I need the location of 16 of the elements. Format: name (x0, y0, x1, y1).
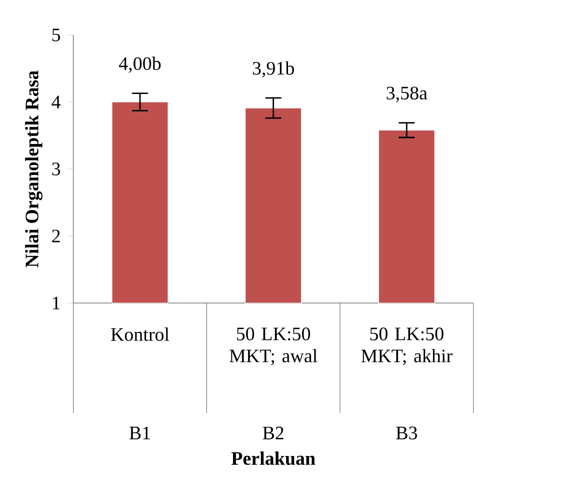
x-tick-label: 50 LK:50 MKT; akhir (361, 328, 452, 366)
x-axis-title: Perlakuan (231, 452, 316, 465)
text: B2 (262, 426, 284, 440)
y-tick-label: 3 (52, 162, 60, 176)
data-label: 3,58a (386, 86, 428, 102)
x-tick-label: Kontrol (111, 328, 170, 341)
data-label: 4,00b (119, 56, 161, 73)
y-tick-label: 4 (52, 96, 61, 108)
y-tick-label: 5 (52, 28, 60, 42)
x-tick-label: 50 LK:50 MKT; awal (230, 328, 318, 366)
text: B3 (396, 426, 418, 440)
y-axis-title: Nilai Organoleptik Rasa (25, 70, 42, 268)
y-tick-label: 1 (52, 296, 60, 310)
y-tick-label: 2 (52, 230, 60, 242)
text: B1 (129, 426, 150, 440)
data-label: 3,91b (252, 61, 294, 78)
